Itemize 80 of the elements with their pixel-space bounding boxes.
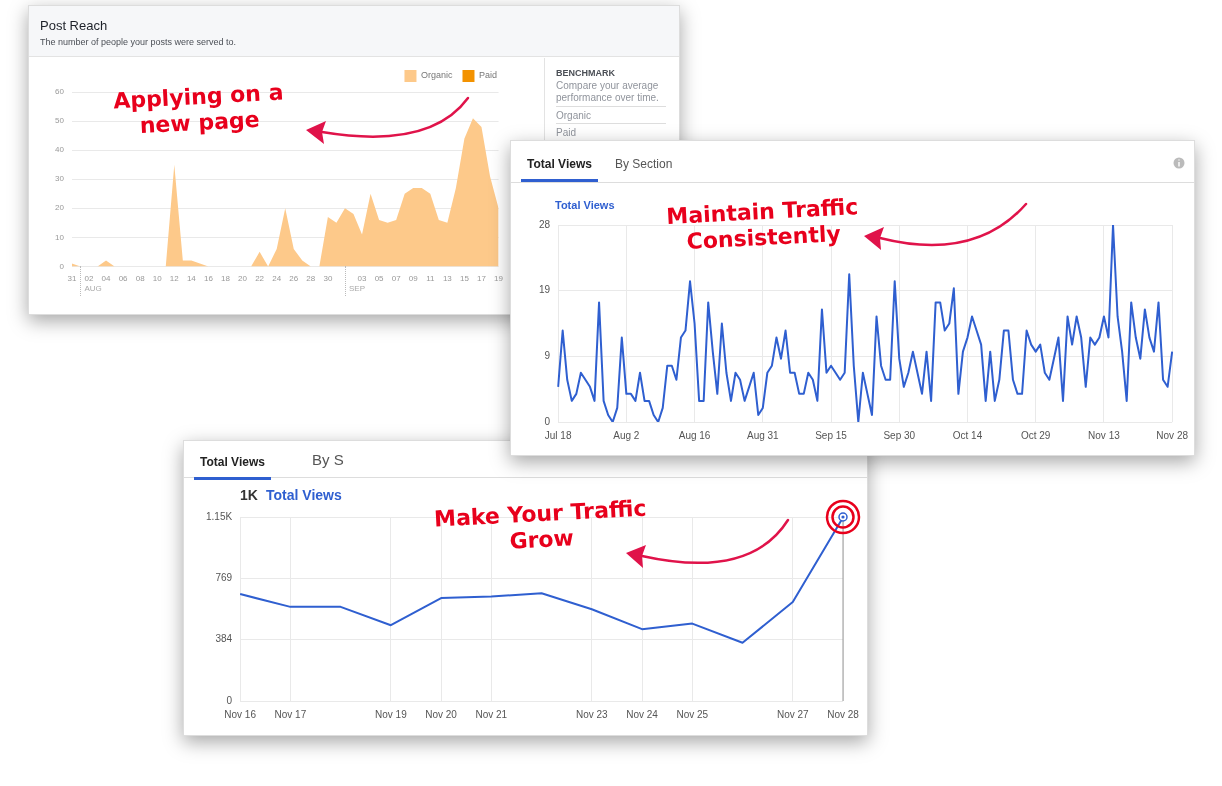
- x-tick-label: Oct 14: [952, 429, 983, 441]
- y-tick-label: 0: [226, 694, 233, 706]
- text: By Section: [615, 157, 673, 171]
- y-tick-label: 0: [544, 415, 551, 427]
- y-tick-label: 769: [215, 572, 233, 584]
- y-tick-label: 20: [54, 203, 65, 213]
- x-tick-label: 26: [289, 274, 299, 284]
- x-tick-label: 03: [357, 274, 368, 284]
- x-tick-label: Sep 30: [883, 429, 916, 441]
- text: Paid: [556, 123, 666, 138]
- x-tick-label: 12: [169, 274, 180, 284]
- x-tick-label: Nov 13: [1088, 429, 1121, 441]
- x-tick-label: Nov 21: [475, 708, 508, 720]
- x-tick-label: Nov 20: [425, 708, 458, 720]
- y-tick-label: 10: [54, 232, 65, 242]
- x-tick-label: 13: [442, 274, 453, 284]
- x-tick-label: Nov 17: [274, 708, 307, 720]
- text: AUG: [84, 284, 102, 294]
- x-tick-label: 11: [426, 274, 435, 284]
- x-tick-label: 24: [272, 274, 282, 284]
- x-tick-label: Aug 2: [613, 429, 640, 441]
- x-tick-label: 02: [84, 274, 94, 284]
- x-tick-label: Sep 15: [815, 429, 848, 441]
- y-tick-label: 40: [54, 145, 65, 155]
- x-tick-label: 08: [135, 274, 146, 284]
- x-tick-label: 17: [477, 274, 487, 284]
- x-tick-label: 30: [323, 274, 333, 284]
- x-tick-label: 31: [67, 274, 77, 284]
- text: Total Views: [555, 199, 615, 211]
- x-tick-label: 07: [391, 274, 402, 284]
- x-tick-label: 19: [494, 274, 504, 284]
- x-tick-label: Nov 28: [827, 708, 860, 720]
- annotation: Make Your Traffic Grow: [432, 494, 648, 556]
- text: Total Views: [194, 455, 271, 480]
- text: BENCHMARK: [556, 68, 615, 78]
- x-tick-label: 22: [255, 274, 265, 284]
- annotation: Maintain Traffic Consistently: [664, 193, 860, 256]
- x-tick-label: 04: [101, 274, 112, 284]
- x-tick-label: 05: [374, 274, 385, 284]
- text: By S: [312, 451, 344, 468]
- legend-label: Paid: [478, 70, 497, 81]
- y-tick-label: 19: [539, 284, 551, 296]
- text: 1K: [240, 487, 258, 503]
- text: Compare your average performance over time.: [556, 80, 660, 104]
- x-tick-label: 09: [408, 274, 419, 284]
- x-tick-label: Aug 16: [678, 429, 711, 441]
- y-tick-label: 60: [54, 87, 65, 97]
- x-tick-label: Nov 25: [676, 708, 709, 720]
- text: Organic: [556, 106, 666, 121]
- x-tick-label: Aug 31: [746, 429, 780, 441]
- x-tick-label: 20: [238, 274, 248, 284]
- y-tick-label: 1.15K: [205, 510, 233, 522]
- x-tick-label: Nov 16: [224, 708, 257, 720]
- chart-title: Post Reach: [40, 18, 108, 33]
- x-tick-label: Nov 27: [776, 708, 810, 720]
- x-tick-label: Jul 18: [544, 429, 572, 441]
- legend-label: Organic: [420, 70, 453, 81]
- x-tick-label: 15: [459, 274, 470, 284]
- x-tick-label: Nov 19: [375, 708, 408, 720]
- text: Total Views: [266, 487, 342, 503]
- y-tick-label: 30: [54, 174, 65, 184]
- x-tick-label: 10: [152, 274, 163, 284]
- y-tick-label: 0: [59, 261, 65, 271]
- x-tick-label: Nov 28: [1156, 429, 1189, 441]
- x-tick-label: Nov 24: [626, 708, 659, 720]
- y-tick-label: 50: [54, 116, 65, 126]
- annotation: Applying on a new page: [111, 78, 285, 141]
- text: SEP: [348, 284, 365, 294]
- x-tick-label: 16: [203, 274, 214, 284]
- x-tick-label: 14: [186, 274, 197, 284]
- y-tick-label: 9: [544, 350, 551, 362]
- text: Total Views: [521, 157, 598, 182]
- x-tick-label: 18: [221, 274, 231, 284]
- y-tick-label: 384: [215, 633, 233, 645]
- x-tick-label: Oct 29: [1020, 429, 1051, 441]
- x-tick-label: 06: [118, 274, 129, 284]
- x-tick-label: Nov 23: [575, 708, 609, 720]
- chart-subtitle: The number of people your posts were served to.: [40, 37, 237, 47]
- x-tick-label: 28: [306, 274, 316, 284]
- y-tick-label: 28: [539, 218, 551, 230]
